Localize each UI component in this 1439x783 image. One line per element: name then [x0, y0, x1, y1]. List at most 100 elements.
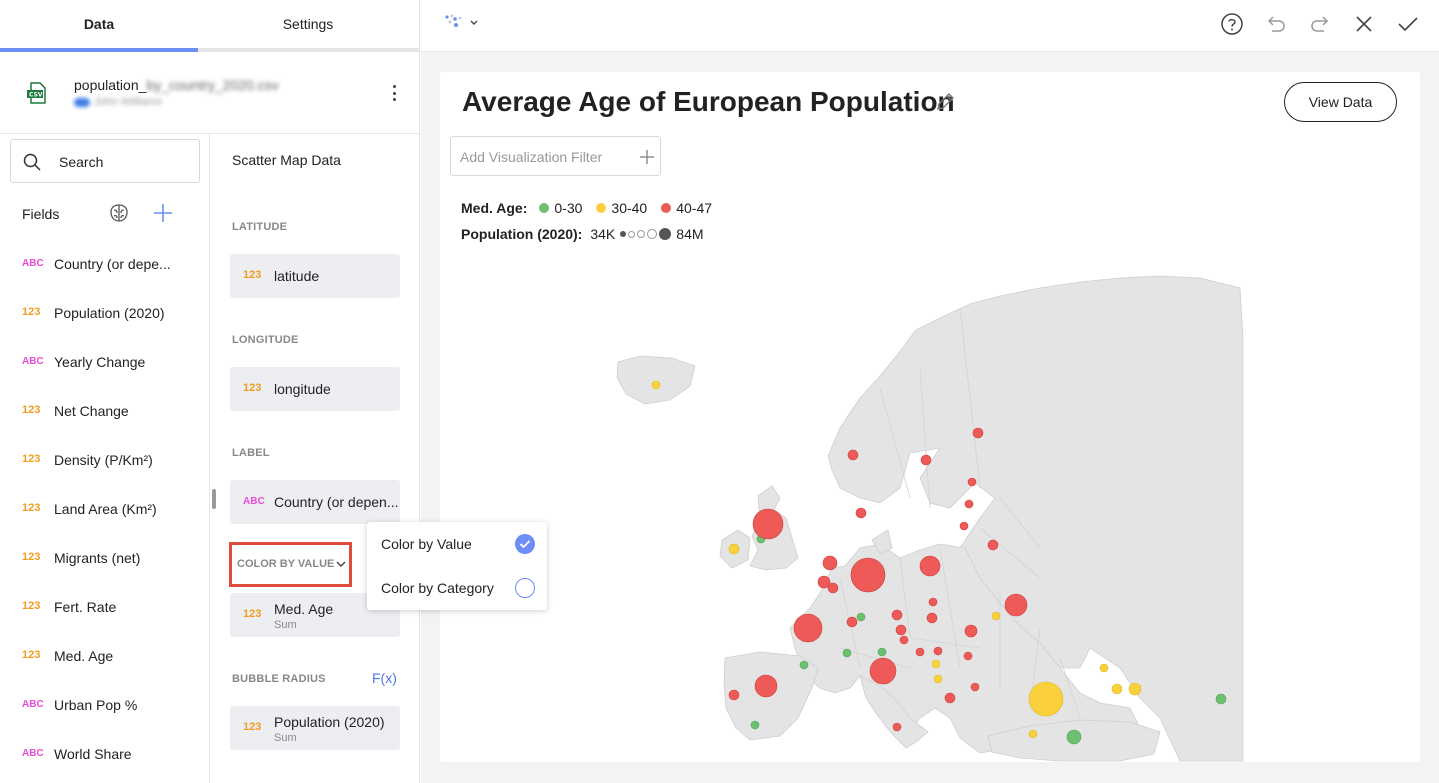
option-label: Color by Value	[381, 536, 472, 552]
pop-legend-label: Population (2020):	[461, 226, 583, 242]
europe-scatter-map[interactable]	[440, 248, 1420, 762]
csv-icon: CSV	[27, 82, 46, 104]
tab-data[interactable]: Data	[83, 16, 115, 32]
field-item[interactable]: ABC Country (or depe...	[0, 245, 205, 285]
slot-label: latitude	[274, 268, 320, 284]
field-label: Population (2020)	[54, 305, 165, 321]
editor-tabs: Data Settings	[0, 0, 420, 52]
panel-resize-handle[interactable]	[212, 489, 216, 509]
color-mode-dropdown[interactable]: COLOR BY VALUE	[229, 542, 352, 587]
field-type: ABC	[22, 258, 44, 269]
legend-range: 30-40	[611, 200, 648, 216]
field-item[interactable]: 123 Fert. Rate	[0, 588, 205, 628]
field-item[interactable]: 123 Land Area (Km²)	[0, 490, 205, 530]
slot-label: Country (or depen...	[274, 494, 399, 510]
size-legend: Population (2020): 34K 84M	[461, 226, 704, 242]
view-data-button[interactable]: View Data	[1284, 82, 1397, 122]
field-label: Urban Pop %	[54, 697, 138, 713]
color-legend: Med. Age: 0-30 30-40 40-47	[461, 200, 722, 216]
borders	[839, 307, 1081, 719]
source-owner: John Williams	[74, 96, 162, 108]
slot-type: ABC	[243, 496, 265, 507]
pop-max: 84M	[676, 226, 704, 242]
field-label: Fert. Rate	[54, 599, 117, 615]
field-type: ABC	[22, 356, 44, 367]
field-item[interactable]: 123 Med. Age	[0, 637, 205, 677]
undo-icon[interactable]	[1264, 12, 1288, 36]
slot-type: 123	[243, 608, 262, 620]
field-label: Migrants (net)	[54, 550, 141, 566]
slot-label: Med. Age	[274, 601, 334, 617]
field-label: Country (or depe...	[54, 256, 171, 272]
green-dot-icon	[539, 203, 550, 213]
tab-settings[interactable]: Settings	[282, 16, 334, 32]
field-item[interactable]: 123 Density (P/Km²)	[0, 441, 205, 481]
yellow-dot-icon	[596, 203, 607, 213]
visualization-area: Average Age of European Population View …	[421, 0, 1439, 783]
toolbar	[421, 0, 1439, 52]
field-item[interactable]: ABC World Share	[0, 735, 205, 775]
visualization-type-picker[interactable]	[443, 12, 479, 36]
latitude-header: LATITUDE	[232, 221, 288, 233]
more-options-button[interactable]	[386, 82, 402, 104]
file-name-prefix: population_	[74, 77, 147, 93]
field-type: 123	[22, 551, 41, 563]
age-legend-label: Med. Age:	[461, 200, 528, 216]
help-icon[interactable]	[1220, 12, 1244, 36]
latitude-slot[interactable]: 123 latitude	[230, 254, 400, 298]
field-type: 123	[22, 649, 41, 661]
visualization-title[interactable]: Average Age of European Population	[462, 86, 955, 117]
field-type: ABC	[22, 748, 44, 759]
longitude-header: LONGITUDE	[232, 334, 299, 346]
field-type: 123	[22, 453, 41, 465]
check-icon[interactable]	[1396, 12, 1420, 36]
field-type: ABC	[22, 699, 44, 710]
source-file-name: population_by_country_2020.csv	[74, 77, 279, 93]
color-by-category-option[interactable]: Color by Category	[367, 566, 547, 610]
close-icon[interactable]	[1352, 12, 1376, 36]
field-item[interactable]: 123 Net Change	[0, 392, 205, 432]
field-label: Density (P/Km²)	[54, 452, 153, 468]
brain-icon[interactable]	[108, 202, 130, 224]
radius-slot[interactable]: 123 Population (2020) Sum	[230, 706, 400, 750]
fields-title: Fields	[22, 206, 60, 222]
slot-label: longitude	[274, 381, 331, 397]
option-label: Color by Category	[381, 580, 494, 596]
field-type: 123	[22, 404, 41, 416]
pencil-icon[interactable]	[934, 91, 956, 113]
popup-arrow	[360, 560, 367, 574]
slot-type: 123	[243, 721, 262, 733]
scatter-map-config: Scatter Map Data LATITUDE 123 latitude LO…	[210, 134, 420, 783]
cloud-icon	[74, 97, 90, 107]
field-type: 123	[22, 306, 41, 318]
fields-list-panel: Search Fields ABC Country (or depe... 123…	[0, 134, 210, 783]
data-source: CSV population_by_country_2020.csv John …	[0, 52, 420, 134]
formula-button[interactable]: F(x)	[372, 670, 397, 686]
visualization-card: Average Age of European Population View …	[440, 72, 1420, 762]
data-editor-panel: Data Settings CSV population_by_country_…	[0, 0, 420, 783]
field-label: Med. Age	[54, 648, 114, 664]
field-item[interactable]: ABC Yearly Change	[0, 343, 205, 383]
add-field-icon[interactable]	[152, 202, 174, 224]
bubbles	[651, 380, 1227, 745]
field-item[interactable]: 123 Population (2020)	[0, 294, 205, 334]
slot-type: 123	[243, 382, 262, 394]
checked-radio-icon	[515, 534, 535, 554]
pop-min: 34K	[590, 226, 616, 242]
field-item[interactable]: ABC Urban Pop %	[0, 686, 205, 726]
add-visualization-filter[interactable]: Add Visualization Filter	[450, 136, 661, 176]
color-by-value-option[interactable]: Color by Value	[367, 522, 547, 566]
longitude-slot[interactable]: 123 longitude	[230, 367, 400, 411]
field-item[interactable]: 123 Migrants (net)	[0, 539, 205, 579]
field-type: 123	[22, 600, 41, 612]
legend-range: 0-30	[554, 200, 583, 216]
label-header: LABEL	[232, 447, 270, 459]
redo-icon[interactable]	[1308, 12, 1332, 36]
search-input[interactable]: Search	[10, 139, 200, 183]
filter-placeholder: Add Visualization Filter	[460, 149, 603, 165]
label-slot[interactable]: ABC Country (or depen...	[230, 480, 400, 524]
unchecked-radio-icon	[515, 578, 535, 598]
slot-aggregation: Sum	[274, 619, 297, 631]
search-icon	[23, 153, 41, 171]
